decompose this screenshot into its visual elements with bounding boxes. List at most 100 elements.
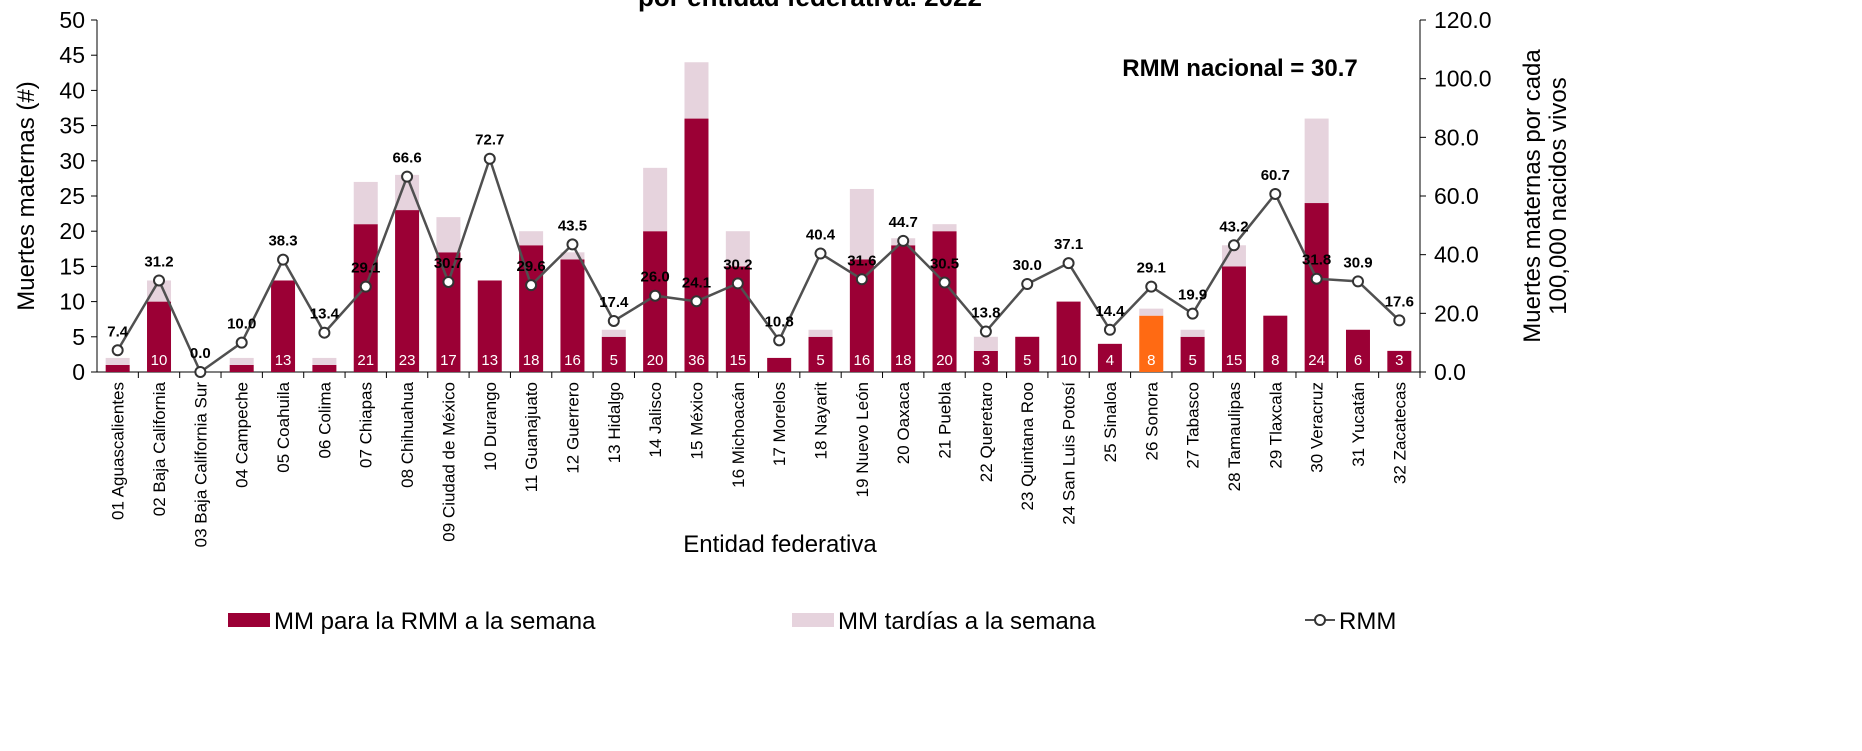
- y-tick-label: 15: [59, 253, 85, 279]
- line-value-label: 29.1: [351, 260, 380, 277]
- line-value-label: 17.6: [1385, 293, 1414, 310]
- bar-value-label: 36: [688, 352, 705, 369]
- line-point: [1062, 257, 1075, 270]
- x-axis-label: Entidad federativa: [683, 531, 877, 558]
- x-tick-label: 22 Queretaro: [977, 382, 996, 482]
- line-value-label: 72.7: [475, 132, 504, 149]
- line-point: [235, 336, 248, 349]
- line-value-label: 29.6: [517, 258, 546, 275]
- bar-value-label: 5: [1188, 352, 1196, 369]
- line-point: [649, 289, 662, 302]
- bar: [1015, 336, 1040, 372]
- bar: [560, 252, 585, 260]
- y-tick-label: 40: [59, 77, 85, 103]
- bar-value-label: 17: [440, 352, 457, 369]
- legend-label: RMM: [1339, 608, 1396, 635]
- x-tick-label: 31 Yucatán: [1349, 382, 1368, 467]
- line-value-label: 26.0: [641, 269, 670, 286]
- line-value-label: 0.0: [190, 345, 211, 362]
- line-value-label: 43.2: [1219, 218, 1248, 235]
- line-point: [194, 366, 207, 378]
- y-tick-label: 45: [59, 42, 85, 68]
- bar-value-label: 23: [399, 352, 416, 369]
- line-value-label: 31.8: [1302, 252, 1331, 269]
- line-value-label: 30.2: [723, 256, 752, 273]
- line-value-label: 13.4: [310, 306, 340, 323]
- x-tick-label: 10 Durango: [481, 382, 500, 471]
- bar: [849, 188, 874, 260]
- bar-value-label: 3: [1395, 352, 1403, 369]
- y-tick-label: 35: [59, 113, 85, 139]
- bar-value-label: 5: [1023, 352, 1031, 369]
- bar-value-label: 16: [854, 352, 871, 369]
- bar: [312, 364, 337, 372]
- line-point: [1227, 239, 1240, 252]
- line-point: [1269, 187, 1282, 200]
- bar: [229, 357, 254, 365]
- bar: [1180, 336, 1205, 372]
- x-tick-label: 27 Tabasco: [1184, 382, 1203, 469]
- bar: [684, 62, 709, 119]
- y2-tick-label: 40.0: [1434, 242, 1479, 268]
- x-tick-label: 08 Chihuahua: [398, 381, 417, 487]
- line-value-label: 38.3: [268, 233, 297, 250]
- bar-value-label: 5: [816, 352, 824, 369]
- x-tick-label: 23 Quintana Roo: [1018, 382, 1037, 511]
- line-value-label: 19.9: [1178, 287, 1207, 304]
- bar-value-label: 15: [729, 352, 746, 369]
- line-point: [525, 279, 538, 292]
- line-point: [401, 170, 414, 183]
- line-point: [1021, 278, 1034, 290]
- bar: [808, 329, 833, 337]
- bar: [1180, 329, 1205, 337]
- line-point: [1393, 314, 1406, 327]
- bar-value-label: 6: [1354, 352, 1362, 369]
- line-point: [979, 325, 992, 338]
- legend-swatch: [1314, 614, 1326, 626]
- y-tick-label: 0: [72, 359, 85, 385]
- bar: [891, 245, 916, 372]
- bar: [105, 364, 130, 372]
- y2-tick-label: 120.0: [1434, 7, 1492, 33]
- bar: [560, 259, 585, 372]
- line-point: [938, 276, 951, 289]
- x-tick-label: 02 Baja California: [150, 381, 169, 516]
- line-value-label: 66.6: [392, 150, 421, 167]
- x-tick-label: 15 México: [687, 382, 706, 459]
- x-tick-label: 17 Morelos: [770, 382, 789, 466]
- bar: [395, 210, 420, 372]
- x-tick-label: 01 Aguascalientes: [109, 382, 128, 520]
- chart-title: por entidad federativa. 2022: [638, 0, 982, 12]
- x-tick-label: 24 San Luis Potosí: [1060, 382, 1079, 525]
- y2-axis-label: Muertes maternas por cada: [1519, 49, 1546, 343]
- y2-tick-label: 0.0: [1434, 359, 1466, 385]
- bar-value-label: 3: [982, 352, 990, 369]
- bar: [1263, 315, 1288, 372]
- line-value-label: 31.2: [144, 253, 173, 270]
- line-value-label: 43.5: [558, 217, 587, 234]
- bar: [684, 118, 709, 372]
- bar: [973, 350, 998, 372]
- x-tick-label: 21 Puebla: [936, 381, 955, 458]
- legend-swatch: [228, 613, 270, 627]
- bar: [519, 245, 544, 372]
- bar: [601, 329, 626, 337]
- x-tick-label: 09 Ciudad de México: [439, 382, 458, 542]
- legend-label: MM para la RMM a la semana: [274, 608, 596, 635]
- line-value-label: 13.8: [971, 305, 1000, 322]
- bar: [1345, 329, 1370, 372]
- bar: [932, 231, 957, 372]
- y2-tick-label: 60.0: [1434, 183, 1479, 209]
- bar-value-label: 21: [357, 352, 374, 369]
- line-point: [607, 314, 620, 327]
- line-point: [153, 274, 166, 287]
- x-tick-label: 25 Sinaloa: [1101, 381, 1120, 462]
- bar: [229, 364, 254, 372]
- x-tick-label: 30 Veracruz: [1308, 382, 1327, 473]
- y-tick-label: 5: [72, 324, 85, 350]
- line-point: [1351, 275, 1364, 288]
- line-value-label: 24.1: [682, 274, 711, 291]
- line-value-label: 60.7: [1261, 167, 1290, 184]
- bar-value-label: 8: [1147, 352, 1155, 369]
